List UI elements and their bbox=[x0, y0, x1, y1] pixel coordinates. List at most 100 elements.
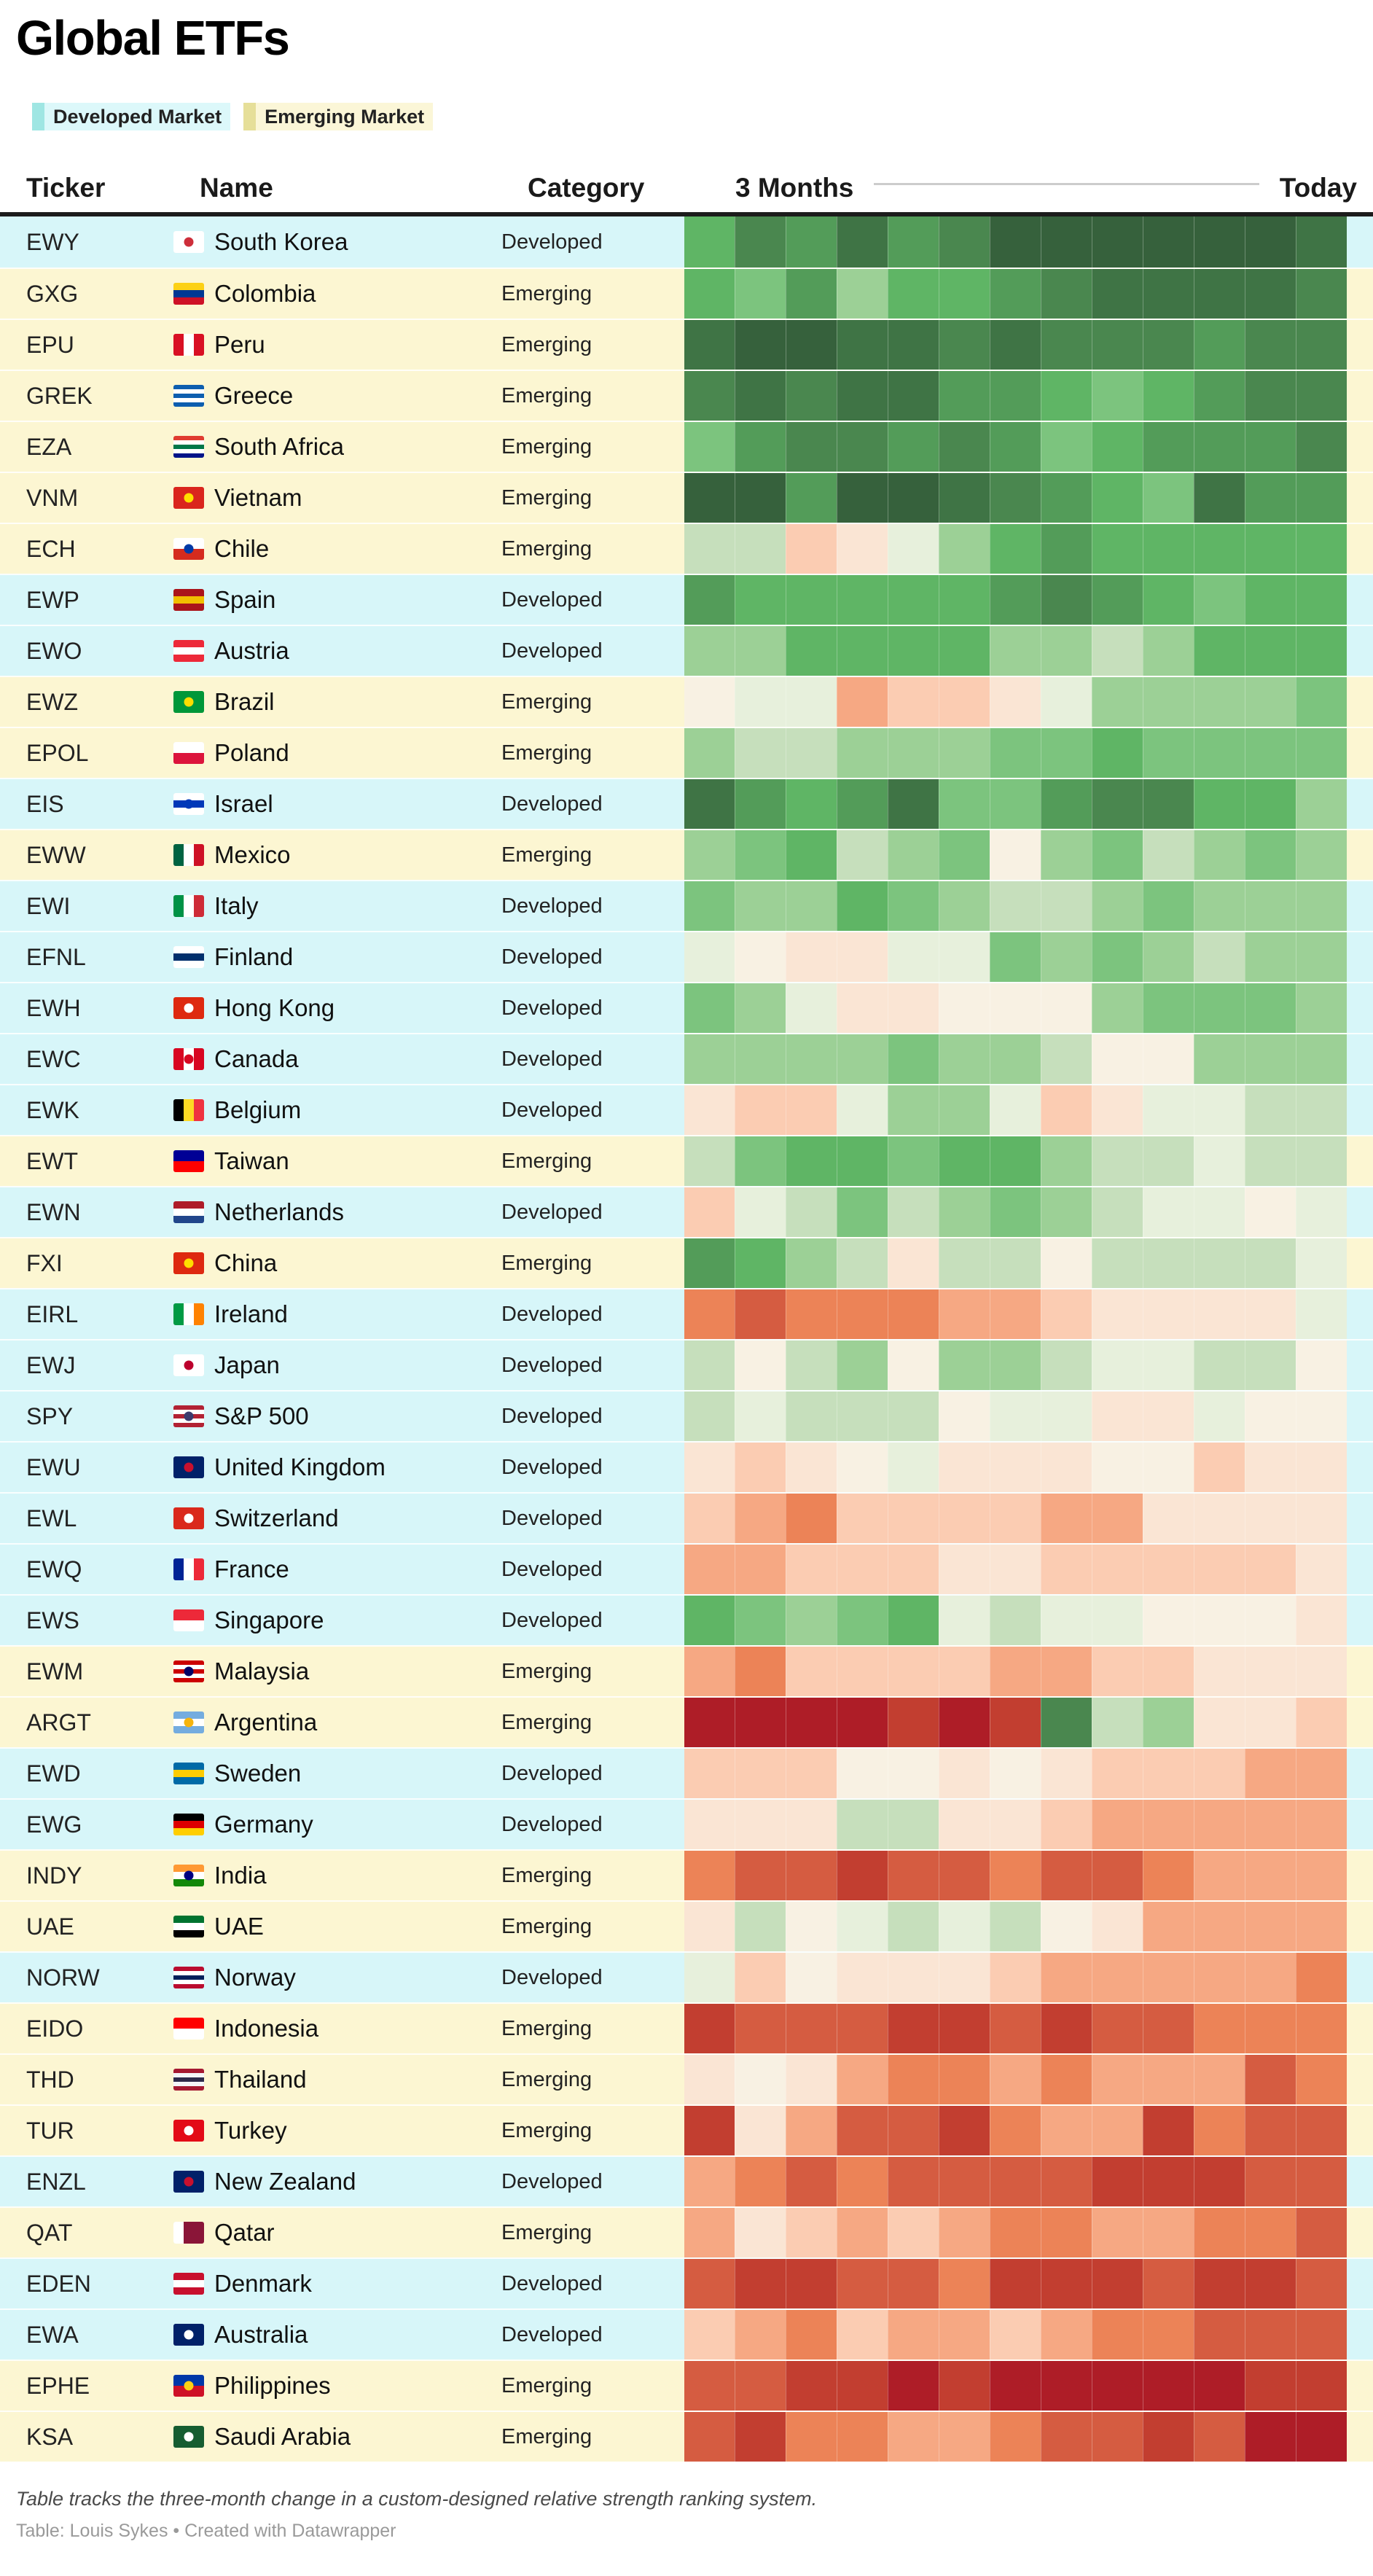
heat-cell bbox=[1296, 1494, 1347, 1544]
heat-cell bbox=[1296, 2361, 1347, 2411]
heatmap-row bbox=[684, 1238, 1347, 1289]
heat-cell bbox=[939, 1238, 990, 1289]
category-cell: Developed bbox=[501, 2169, 603, 2193]
heat-cell bbox=[1245, 1494, 1296, 1544]
heat-cell bbox=[939, 1085, 990, 1136]
heat-cell bbox=[786, 1953, 837, 2003]
heat-cell bbox=[1092, 422, 1143, 472]
heatmap-row bbox=[684, 1800, 1347, 1850]
heat-cell bbox=[735, 2361, 786, 2411]
table-row: GREK Greece Emerging bbox=[0, 370, 1373, 421]
table-row: THD Thailand Emerging bbox=[0, 2053, 1373, 2105]
heat-cell bbox=[1194, 2310, 1245, 2360]
country-name: China bbox=[214, 1249, 278, 1277]
heat-cell bbox=[1092, 1392, 1143, 1442]
flag-stripe bbox=[173, 1209, 204, 1217]
ticker-cell: EIDO bbox=[26, 2015, 84, 2042]
heatmap-row bbox=[684, 2310, 1347, 2360]
table-row: KSA Saudi Arabia Emerging bbox=[0, 2411, 1373, 2462]
flag-icon bbox=[173, 589, 204, 612]
heat-cell bbox=[939, 1545, 990, 1595]
table-row: EWU United Kingdom Developed bbox=[0, 1441, 1373, 1493]
heat-cell bbox=[939, 1136, 990, 1187]
heat-cell bbox=[1296, 1596, 1347, 1646]
heat-cell bbox=[786, 2310, 837, 2360]
country-name: Finland bbox=[214, 943, 294, 971]
heat-cell bbox=[1143, 1289, 1194, 1340]
heat-cell bbox=[1245, 216, 1296, 268]
heat-cell bbox=[735, 1034, 786, 1085]
heat-cell bbox=[1245, 1187, 1296, 1238]
flag-stripe bbox=[173, 589, 204, 597]
flag-stripe bbox=[173, 1980, 204, 1985]
table-row: TUR Turkey Emerging bbox=[0, 2104, 1373, 2156]
heat-cell bbox=[1092, 1136, 1143, 1187]
name-cell: Germany bbox=[173, 1811, 501, 1838]
heat-cell bbox=[1296, 626, 1347, 676]
heatmap-row bbox=[684, 2004, 1347, 2054]
heat-cell bbox=[888, 320, 939, 370]
column-header-category: Category bbox=[528, 173, 645, 203]
heat-cell bbox=[735, 1392, 786, 1442]
flag-stripe bbox=[173, 1821, 204, 1829]
heat-cell bbox=[990, 983, 1041, 1034]
heat-cell bbox=[1245, 371, 1296, 421]
flag-stripe bbox=[173, 449, 204, 454]
flag-icon bbox=[173, 231, 204, 254]
country-name: Indonesia bbox=[214, 2015, 319, 2042]
country-name: New Zealand bbox=[214, 2168, 356, 2196]
flag-icon bbox=[173, 1609, 204, 1632]
heat-cell bbox=[684, 1085, 735, 1136]
flag-stripe bbox=[173, 1201, 204, 1209]
ticker-cell: ARGT bbox=[26, 1709, 91, 1736]
header: Global ETFs Developed Market Emerging Ma… bbox=[0, 0, 1373, 131]
heat-cell bbox=[888, 1851, 939, 1901]
heat-cell bbox=[1194, 2055, 1245, 2105]
heat-cell bbox=[786, 1494, 837, 1544]
heat-cell bbox=[786, 1289, 837, 1340]
heat-cell bbox=[888, 1443, 939, 1493]
table-row: UAE UAE Emerging bbox=[0, 1900, 1373, 1952]
category-cell: Developed bbox=[501, 996, 603, 1020]
heat-cell bbox=[1194, 1749, 1245, 1799]
heat-cell bbox=[939, 728, 990, 778]
heat-cell bbox=[939, 473, 990, 523]
heat-cell bbox=[990, 626, 1041, 676]
heat-cell bbox=[990, 830, 1041, 881]
heat-cell bbox=[735, 626, 786, 676]
heat-cell bbox=[1296, 1034, 1347, 1085]
heat-cell bbox=[990, 932, 1041, 983]
heat-cell bbox=[1041, 1647, 1092, 1697]
heat-cell bbox=[1143, 1494, 1194, 1544]
heat-cell bbox=[837, 1494, 888, 1544]
heat-cell bbox=[1143, 422, 1194, 472]
heatmap-row bbox=[684, 626, 1347, 676]
flag-icon bbox=[173, 2324, 204, 2346]
heat-cell bbox=[735, 473, 786, 523]
flag-icon bbox=[173, 1099, 204, 1122]
heat-cell bbox=[1296, 269, 1347, 319]
legend-item-emerging: Emerging Market bbox=[243, 103, 434, 131]
flag-emblem bbox=[184, 544, 194, 554]
category-cell: Developed bbox=[501, 2271, 603, 2295]
heat-cell bbox=[1245, 2259, 1296, 2309]
flag-stripe bbox=[173, 1620, 204, 1632]
flag-stripe bbox=[173, 895, 184, 918]
country-name: France bbox=[214, 1556, 289, 1583]
country-name: Taiwan bbox=[214, 1147, 289, 1175]
heat-cell bbox=[837, 320, 888, 370]
heat-cell bbox=[1296, 1443, 1347, 1493]
flag-icon bbox=[173, 1405, 204, 1428]
heat-cell bbox=[786, 371, 837, 421]
name-cell: S&P 500 bbox=[173, 1402, 501, 1430]
name-cell: Switzerland bbox=[173, 1504, 501, 1532]
flag-stripe bbox=[173, 402, 204, 407]
heat-cell bbox=[786, 1902, 837, 1952]
ticker-cell: EIRL bbox=[26, 1300, 79, 1327]
table-row: EWW Mexico Emerging bbox=[0, 829, 1373, 881]
flag-icon bbox=[173, 1507, 204, 1530]
heat-cell bbox=[888, 626, 939, 676]
heat-cell bbox=[837, 371, 888, 421]
heat-cell bbox=[888, 216, 939, 268]
flag-stripe bbox=[184, 334, 194, 356]
